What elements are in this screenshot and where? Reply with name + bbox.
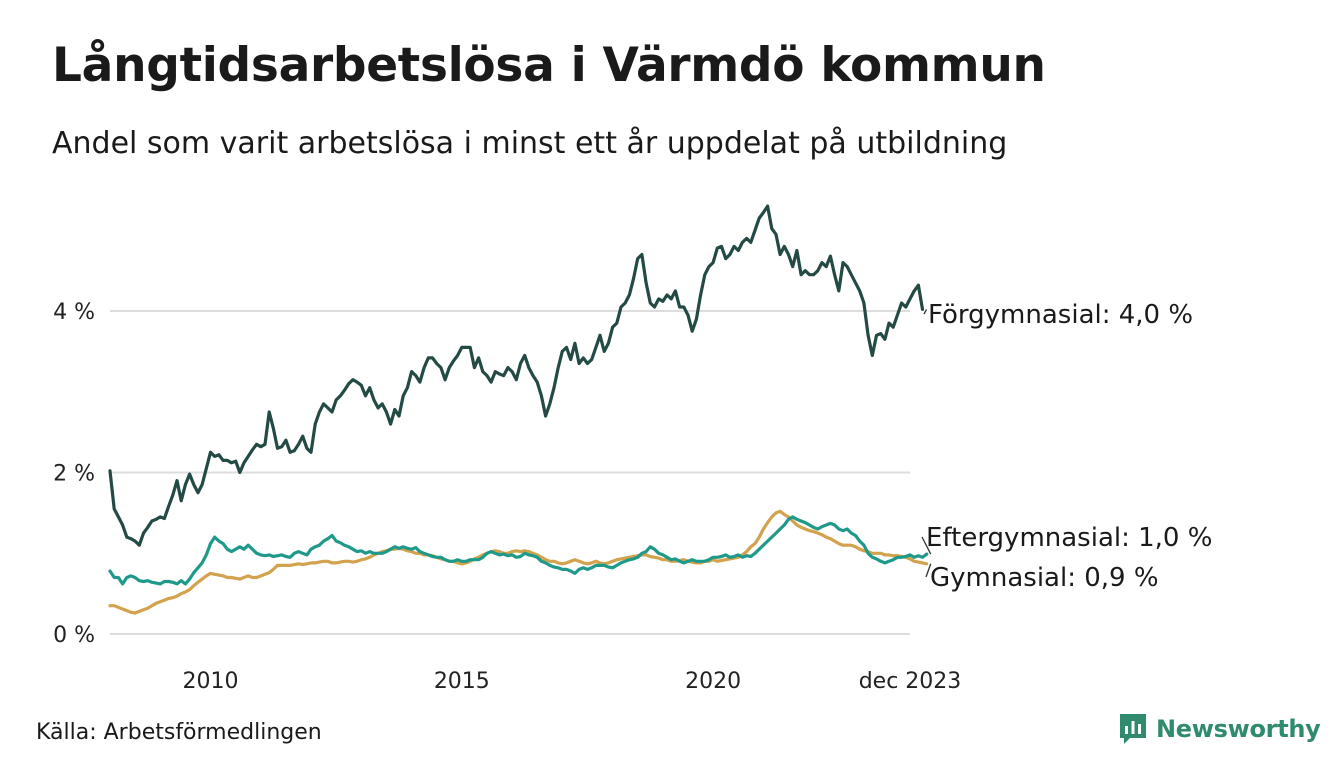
x-axis: 2010 2015 2020 dec 2023 [183,669,962,694]
x-tick-label: 2020 [685,669,741,694]
y-tick-label: 2 % [53,462,95,487]
chart-subtitle: Andel som varit arbetslösa i minst ett å… [52,126,1008,161]
leader-line [921,536,932,555]
x-tick-label: 2010 [183,669,239,694]
series-line-eftergymnasial [108,515,929,586]
y-tick-label: 0 % [53,623,95,648]
x-tick-label: 2015 [434,669,490,694]
end-label: Eftergymnasial: 1,0 % [926,523,1212,553]
gridlines [110,310,910,635]
y-axis: 0 % 2 % 4 % [53,300,95,648]
leader-line [925,563,932,578]
source-note: Källa: Arbetsförmedlingen [36,720,322,745]
series-line-forgymnasial [108,204,925,547]
x-tick-label: dec 2023 [859,669,962,694]
series-lines [108,204,929,615]
end-label: Förgymnasial: 4,0 % [928,300,1193,330]
brand-name: Newsworthy [1156,715,1321,743]
chart-title: Långtidsarbetslösa i Värmdö kommun [52,38,1046,93]
series-end-labels: Förgymnasial: 4,0 % Eftergymnasial: 1,0 %… [921,300,1212,593]
line-chart: 0 % 2 % 4 % 2010 2015 2020 dec 2023 Förgymnas… [53,204,1212,694]
newsworthy-logo-icon [1120,714,1146,744]
end-label: Gymnasial: 0,9 % [930,563,1159,593]
y-tick-label: 4 % [53,300,95,325]
leader-line [923,309,928,315]
brand[interactable]: Newsworthy [1118,712,1321,746]
series-line-gymnasial [108,509,929,615]
